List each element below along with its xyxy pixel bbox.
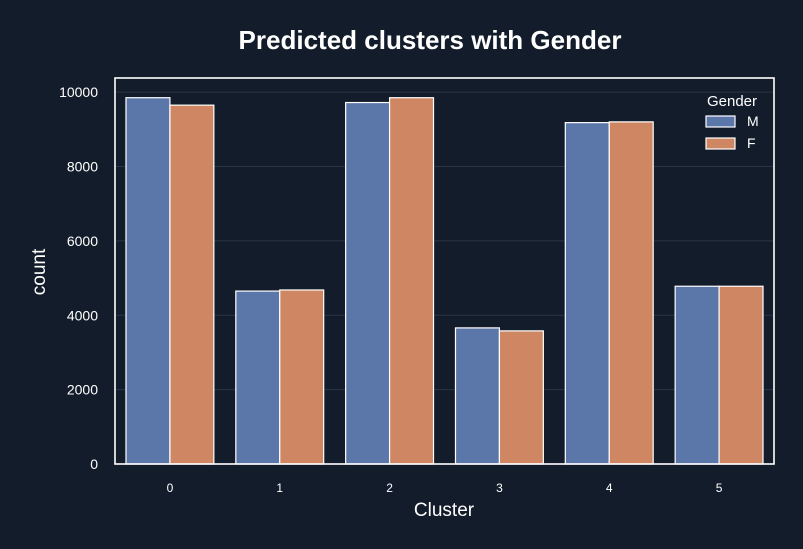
legend-title: Gender [707,93,757,110]
bar-m-cluster-3 [454,327,501,465]
bar-f-cluster-4 [608,121,654,465]
bars [125,97,764,465]
x-tick-label: 0 [167,481,174,495]
bar-f-cluster-0 [169,104,215,465]
y-tick-label: 0 [90,456,98,472]
x-tick-label: 5 [716,481,723,495]
bar-m-cluster-2 [345,101,391,465]
y-axis-ticks: 0 2000 4000 6000 8000 10000 [59,84,98,472]
y-axis-label: count [29,248,50,295]
legend-label-f: F [747,135,756,151]
x-tick-label: 4 [606,481,613,495]
x-tick-label: 1 [276,481,283,495]
y-tick-label: 4000 [67,307,98,323]
x-axis-label: Cluster [414,500,475,521]
x-tick-label: 3 [496,481,503,495]
y-tick-label: 8000 [67,159,98,175]
y-tick-label: 6000 [67,233,98,249]
bar-f-cluster-1 [279,289,325,465]
grid-lines [115,91,774,391]
y-tick-label: 10000 [59,84,98,100]
bar-m-cluster-1 [235,290,281,465]
bar-f-cluster-2 [388,97,435,465]
chart-title: Predicted clusters with Gender [239,25,622,55]
bar-m-cluster-4 [564,122,610,465]
legend-swatch-m [705,115,736,128]
bar-f-cluster-3 [498,330,544,465]
x-tick-label: 2 [386,481,393,495]
bar-m-cluster-5 [674,285,720,465]
legend-swatch-f [705,137,736,150]
plot-frame [114,77,775,465]
x-axis-ticks: 0 1 2 3 4 5 [167,481,723,495]
bar-f-cluster-5 [718,285,764,465]
legend-label-m: M [747,113,759,129]
y-tick-label: 2000 [67,382,98,398]
legend: Gender M F [705,93,759,151]
bar-m-cluster-0 [125,97,171,465]
